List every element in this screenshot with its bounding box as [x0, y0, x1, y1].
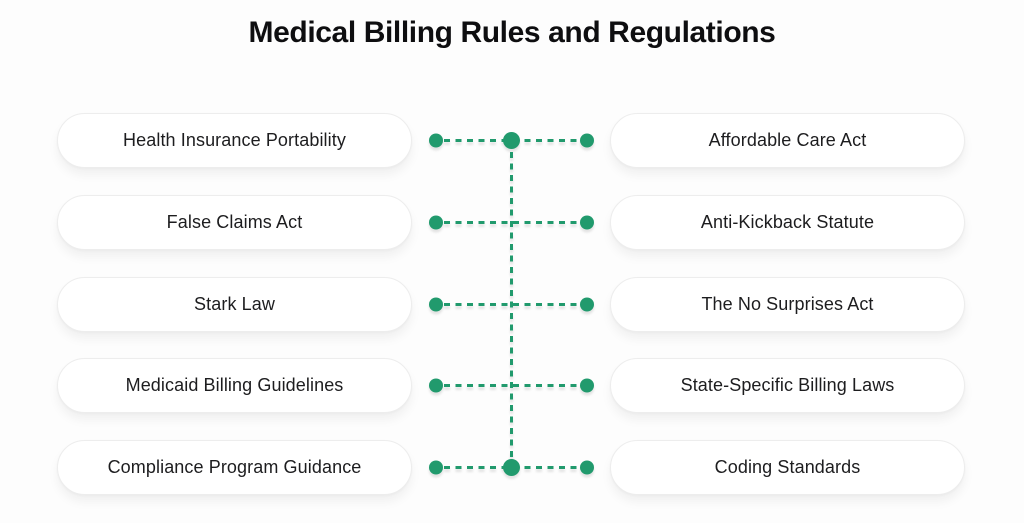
connector-dots: [429, 132, 594, 476]
node-state-specific-billing-laws: State-Specific Billing Laws: [610, 358, 965, 413]
connector-dot: [429, 460, 443, 475]
connector-dot: [580, 133, 594, 148]
spine-junction-dot: [503, 132, 520, 149]
connector-lines: [444, 139, 580, 469]
node-label: Medicaid Billing Guidelines: [125, 375, 344, 395]
node-label: Stark Law: [194, 294, 275, 314]
connector-dot: [429, 215, 443, 230]
node-affordable-care-act: Affordable Care Act: [610, 113, 965, 168]
connector-dot: [580, 460, 594, 475]
node-label: Affordable Care Act: [708, 130, 867, 150]
node-label: Anti-Kickback Statute: [700, 212, 875, 232]
node-anti-kickback-statute: Anti-Kickback Statute: [610, 195, 965, 250]
connector-dot: [580, 297, 594, 312]
node-compliance-program-guidance: Compliance Program Guidance: [57, 440, 412, 495]
node-the-no-surprises-act: The No Surprises Act: [610, 277, 965, 332]
node-health-insurance-portability: Health Insurance Portability: [57, 113, 412, 168]
node-label: State-Specific Billing Laws: [680, 375, 895, 395]
connector-dot: [429, 378, 443, 393]
node-label: Compliance Program Guidance: [107, 457, 362, 477]
node-coding-standards: Coding Standards: [610, 440, 965, 495]
page-title: Medical Billing Rules and Regulations: [248, 16, 776, 49]
connector-dot: [429, 297, 443, 312]
node-label: Coding Standards: [714, 457, 861, 477]
node-label: Health Insurance Portability: [123, 130, 346, 150]
connector-dot: [580, 215, 594, 230]
node-stark-law: Stark Law: [57, 277, 412, 332]
spine-junction-dot: [503, 459, 520, 476]
node-false-claims-act: False Claims Act: [57, 195, 412, 250]
connector-dot: [580, 378, 594, 393]
node-medicaid-billing-guidelines: Medicaid Billing Guidelines: [57, 358, 412, 413]
node-label: False Claims Act: [166, 212, 303, 232]
node-label: The No Surprises Act: [701, 294, 874, 314]
connector-dot: [429, 133, 443, 148]
